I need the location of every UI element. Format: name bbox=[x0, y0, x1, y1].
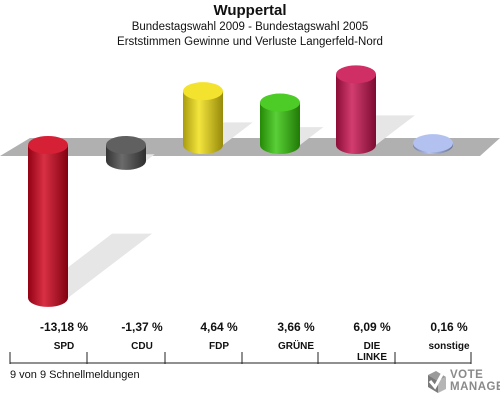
ballot-check-icon bbox=[428, 368, 447, 393]
chart-subtitle-2: Erststimmen Gewinne und Verluste Langerf… bbox=[117, 36, 383, 48]
chart-subtitle-1: Bundestagswahl 2009 - Bundestagswahl 200… bbox=[131, 21, 369, 33]
bar-body bbox=[260, 102, 300, 154]
logo-text-manager: MANAGER bbox=[450, 381, 500, 393]
bar-die-linke bbox=[336, 65, 376, 154]
value-label: -13,18 % bbox=[40, 320, 88, 334]
reporting-status: 9 von 9 Schnellmeldungen bbox=[10, 369, 140, 381]
bar-cap bbox=[106, 136, 146, 154]
bar-body bbox=[183, 91, 223, 154]
bars bbox=[28, 65, 453, 307]
category-label: FDP bbox=[209, 341, 229, 352]
bar-grüne bbox=[260, 93, 300, 154]
chart-title: Wuppertal bbox=[213, 2, 287, 19]
bar-body bbox=[28, 145, 68, 307]
category-label: LINKE bbox=[357, 352, 387, 363]
bar-cap bbox=[260, 93, 300, 112]
value-label: 3,66 % bbox=[277, 320, 315, 334]
bar-body bbox=[336, 74, 376, 154]
value-label: -1,37 % bbox=[121, 320, 163, 334]
bar-cap bbox=[28, 136, 68, 154]
bar-cdu bbox=[106, 136, 146, 170]
category-axis bbox=[9, 352, 472, 364]
vote-manager-logo: VOTE MANAGER bbox=[426, 365, 500, 395]
bar-fdp bbox=[183, 82, 223, 154]
category-label: DIE bbox=[364, 341, 381, 352]
value-label: 6,09 % bbox=[353, 320, 391, 334]
category-label: CDU bbox=[131, 341, 153, 352]
category-label: sonstige bbox=[428, 341, 470, 352]
bar-cap bbox=[336, 65, 376, 84]
bar-cap bbox=[413, 134, 453, 153]
bar-spd bbox=[28, 136, 68, 307]
bar-sonstige bbox=[413, 134, 453, 154]
value-labels: -13,18 % -1,37 % 4,64 % 3,66 % 6,09 % 0,16 % bbox=[40, 320, 468, 334]
category-label: GRÜNE bbox=[278, 339, 314, 352]
category-label: SPD bbox=[54, 341, 75, 352]
chart-header: Wuppertal Bundestagswahl 2009 - Bundesta… bbox=[0, 2, 500, 50]
value-label: 0,16 % bbox=[430, 320, 468, 334]
value-label: 4,64 % bbox=[200, 320, 238, 334]
bar-cap bbox=[183, 82, 223, 101]
logo-text-vote: VOTE bbox=[450, 369, 484, 381]
